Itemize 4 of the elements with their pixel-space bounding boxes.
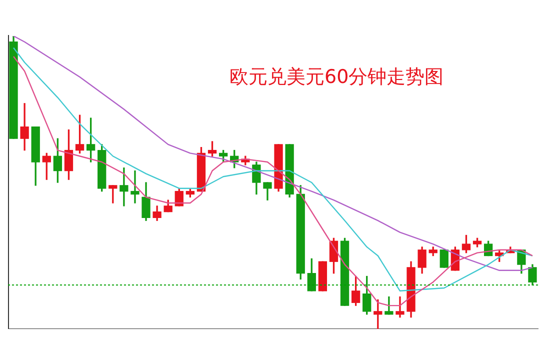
candlestick — [396, 296, 404, 318]
candlestick — [130, 170, 140, 204]
text: 欧元兑美元60分钟走势图 — [230, 66, 444, 88]
candlestick — [120, 168, 128, 206]
